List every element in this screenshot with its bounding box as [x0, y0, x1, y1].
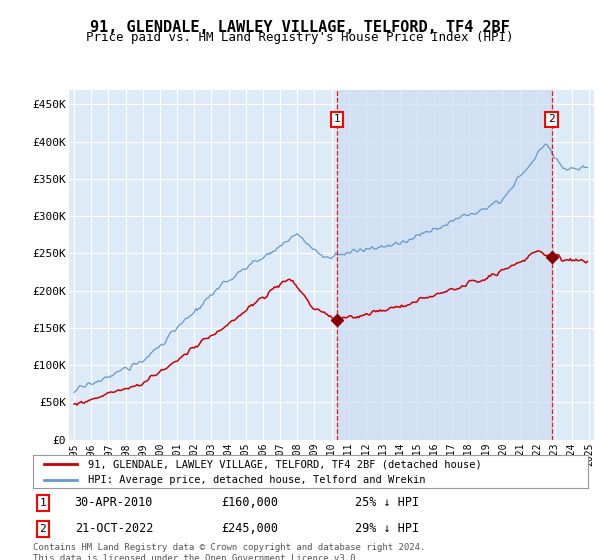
- Text: Price paid vs. HM Land Registry's House Price Index (HPI): Price paid vs. HM Land Registry's House …: [86, 31, 514, 44]
- Text: £245,000: £245,000: [222, 522, 279, 535]
- Text: 1: 1: [40, 498, 46, 508]
- Text: 21-OCT-2022: 21-OCT-2022: [74, 522, 153, 535]
- Text: 2: 2: [548, 114, 555, 124]
- Bar: [337, 90, 551, 440]
- Text: 25% ↓ HPI: 25% ↓ HPI: [355, 496, 419, 510]
- Text: 29% ↓ HPI: 29% ↓ HPI: [355, 522, 419, 535]
- Text: 91, GLENDALE, LAWLEY VILLAGE, TELFORD, TF4 2BF: 91, GLENDALE, LAWLEY VILLAGE, TELFORD, T…: [90, 20, 510, 35]
- Text: 91, GLENDALE, LAWLEY VILLAGE, TELFORD, TF4 2BF (detached house): 91, GLENDALE, LAWLEY VILLAGE, TELFORD, T…: [89, 459, 482, 469]
- Text: £160,000: £160,000: [222, 496, 279, 510]
- Text: 30-APR-2010: 30-APR-2010: [74, 496, 153, 510]
- Text: HPI: Average price, detached house, Telford and Wrekin: HPI: Average price, detached house, Telf…: [89, 475, 426, 485]
- Text: 2: 2: [40, 524, 46, 534]
- Text: Contains HM Land Registry data © Crown copyright and database right 2024.
This d: Contains HM Land Registry data © Crown c…: [33, 543, 425, 560]
- Text: 1: 1: [334, 114, 341, 124]
